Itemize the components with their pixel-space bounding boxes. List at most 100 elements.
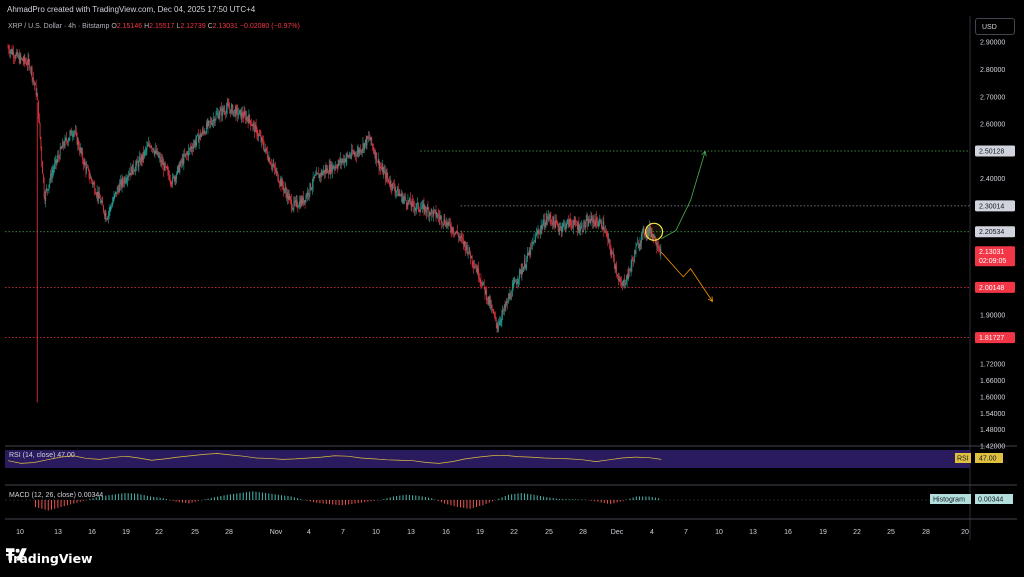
candle-body <box>175 176 177 179</box>
candle-body <box>352 149 353 154</box>
candle-body <box>370 137 372 141</box>
candle-body <box>551 221 552 223</box>
candle-body <box>10 50 11 54</box>
candle-body <box>257 135 259 137</box>
candle-body <box>9 50 10 54</box>
candle-body <box>58 155 59 157</box>
candle-body <box>267 151 268 158</box>
macd-histogram-bar <box>460 500 462 508</box>
candle-body <box>488 296 490 304</box>
candle-body <box>47 189 49 191</box>
macd-histogram-bar <box>194 500 196 502</box>
candle-body <box>382 166 384 175</box>
candle-body <box>99 192 100 199</box>
chart-area[interactable]: 2.90000 2.80000 2.70000 2.60000 2.40000 1.900… <box>5 16 1017 540</box>
candle-body <box>625 281 627 284</box>
candle-body <box>632 259 634 261</box>
candle-body <box>560 226 562 231</box>
candle-body <box>423 203 425 213</box>
candle-body <box>273 165 275 166</box>
macd-histogram-bar <box>645 496 647 500</box>
candle-body <box>433 210 434 217</box>
candle-body <box>409 198 411 205</box>
currency-button[interactable]: USD <box>975 18 1015 35</box>
candle-body <box>434 209 435 211</box>
candle-body <box>345 158 347 162</box>
candle-body <box>76 133 78 145</box>
price-chart[interactable]: 2.90000 2.80000 2.70000 2.60000 2.40000 1.900… <box>5 16 1017 540</box>
candle-body <box>470 254 471 259</box>
candle-body <box>636 244 638 247</box>
candle-body <box>587 218 589 227</box>
candle-body <box>138 160 140 168</box>
candle-body <box>402 198 404 203</box>
candle-body <box>38 100 39 119</box>
macd-histogram-bar <box>166 499 168 500</box>
candle-body <box>102 201 104 206</box>
candle-body <box>124 178 126 182</box>
candle-body <box>415 207 417 209</box>
candle-body <box>344 158 345 163</box>
candle-body <box>292 208 294 210</box>
macd-histogram-bar <box>226 494 228 500</box>
candle-body <box>309 183 311 194</box>
candle-body <box>472 262 474 265</box>
macd-histogram-bar <box>539 495 541 500</box>
candle-body <box>395 191 397 193</box>
candle-body <box>405 196 406 201</box>
candle-body <box>199 133 201 138</box>
candle-body <box>327 167 328 174</box>
candle-body <box>452 227 454 233</box>
macd-histogram-bar <box>498 498 500 500</box>
candle-body <box>608 239 609 242</box>
candle-body <box>92 183 94 184</box>
candle-body <box>256 127 258 136</box>
candle-body <box>220 108 222 111</box>
macd-histogram-bar <box>642 496 644 500</box>
candle-body <box>606 233 608 236</box>
macd-histogram-bar <box>153 496 155 500</box>
candle-body <box>283 189 285 191</box>
candle-body <box>594 221 596 226</box>
candle-body <box>364 139 366 143</box>
candle-body <box>316 172 318 174</box>
macd-histogram-bar <box>188 500 190 504</box>
candle-body <box>644 235 646 237</box>
candle-body <box>54 163 55 170</box>
candle-body <box>63 145 65 147</box>
candle-body <box>112 202 113 207</box>
candle-body <box>95 194 97 196</box>
macd-histogram-bar <box>444 500 446 504</box>
candle-body <box>149 145 151 147</box>
candle-body <box>154 151 156 154</box>
candle-body <box>89 177 91 179</box>
current-price-tag <box>975 246 1015 267</box>
candle-body <box>649 226 650 233</box>
candle-body <box>101 201 103 203</box>
candle-body <box>434 209 436 211</box>
candle-body <box>274 165 275 169</box>
candle-body <box>503 309 504 312</box>
macd-histogram-bar <box>511 494 513 500</box>
candle-body <box>246 116 248 120</box>
candle-body <box>200 133 202 137</box>
time-tick-label: 25 <box>191 529 199 536</box>
macd-histogram-bar <box>533 494 535 500</box>
candle-body <box>549 214 551 218</box>
candle-body <box>110 206 112 208</box>
macd-label: MACD (12, 26, close) 0.00344 <box>9 492 103 499</box>
candle-body <box>187 153 189 156</box>
candle-body <box>529 250 531 255</box>
macd-histogram-bar <box>562 499 564 500</box>
candle-body <box>377 159 379 163</box>
candle-body <box>568 219 570 227</box>
candle-body <box>157 151 158 154</box>
candle-body <box>479 279 481 281</box>
candle-body <box>503 305 505 312</box>
macd-histogram-bar <box>536 495 538 500</box>
candle-body <box>239 110 241 111</box>
candle-body <box>483 281 485 287</box>
macd-histogram-bar <box>258 492 260 500</box>
candle-body <box>132 164 133 175</box>
candle-body <box>393 184 395 189</box>
